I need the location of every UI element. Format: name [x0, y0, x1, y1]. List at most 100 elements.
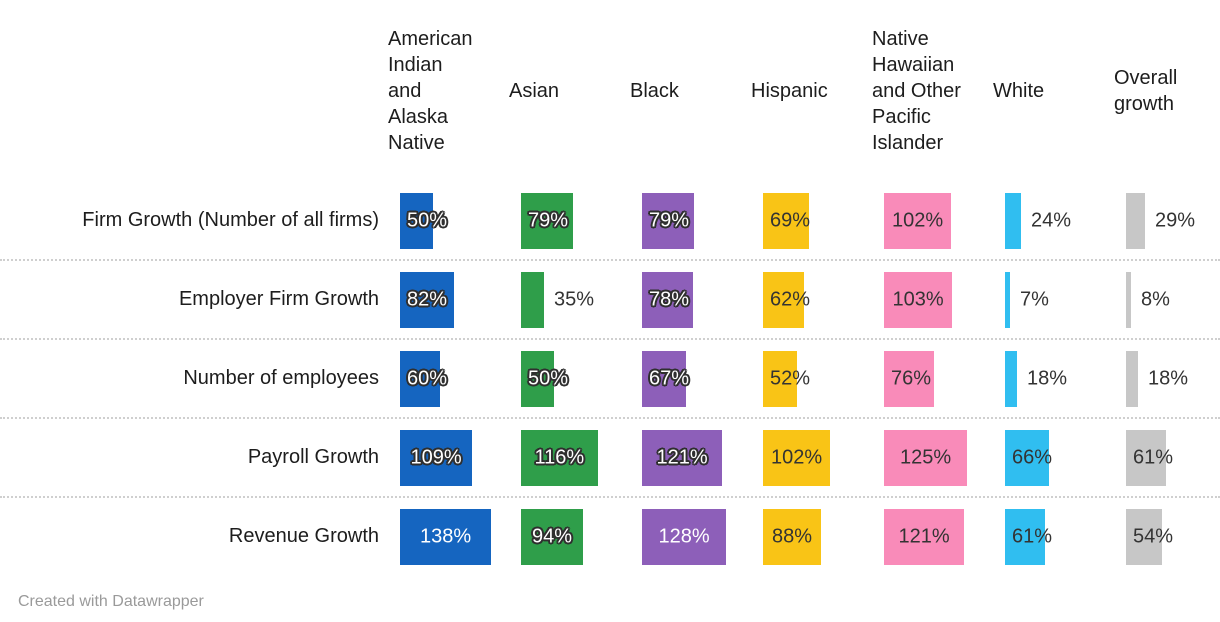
bar [763, 508, 821, 565]
bar-value-label: 116% [534, 446, 585, 468]
bar-value-label: 94% [532, 525, 573, 547]
bar [763, 192, 809, 249]
bar-value-label: 50% [407, 209, 448, 231]
table-row-revenue-growth: Revenue Growth 138% 94% 128% 88% 121% 61% 54% [0, 496, 1220, 575]
cell-native-hawaiian-and-other-pacific-islander: 102% [872, 182, 993, 259]
cell-overall-growth: 18% [1114, 340, 1220, 417]
cell-overall-growth: 8% [1114, 261, 1220, 338]
bar [1126, 429, 1166, 486]
bar [400, 271, 454, 328]
bar [763, 271, 804, 328]
cell-black: 79% [630, 182, 751, 259]
bar [884, 192, 951, 249]
column-header-american-indian-and-alaska-native: American Indian and Alaska Native [388, 26, 509, 156]
bar [400, 350, 440, 407]
bar [1126, 508, 1162, 565]
bar-value-label: 128% [658, 525, 710, 547]
bar [763, 350, 797, 407]
row-label: Firm Growth (Number of all firms) [82, 209, 379, 231]
bar-value-label: 62% [770, 288, 811, 310]
bar [1005, 429, 1049, 486]
cell-american-indian-and-alaska-native: 82% [388, 261, 509, 338]
bar [400, 429, 472, 486]
bar-value-label: 79% [649, 209, 690, 231]
bar [1126, 350, 1138, 407]
bar [521, 350, 554, 407]
row-label: Payroll Growth [247, 446, 379, 468]
bar-value-label: 61% [1012, 525, 1053, 547]
cell-overall-growth: 54% [1114, 498, 1220, 575]
bar [1005, 271, 1010, 328]
bar [642, 350, 686, 407]
bar-value-label: 76% [891, 367, 932, 389]
cell-asian: 94% [509, 498, 630, 575]
cell-black: 67% [630, 340, 751, 417]
bar-value-label: 50% [528, 367, 569, 389]
row-label: Revenue Growth [228, 525, 379, 547]
bar [400, 192, 433, 249]
bar [1126, 192, 1145, 249]
cell-overall-growth: 61% [1114, 419, 1220, 496]
cell-hispanic: 52% [751, 340, 872, 417]
bar [521, 192, 573, 249]
cell-hispanic: 62% [751, 261, 872, 338]
bar-value-label: 66% [1012, 446, 1053, 468]
bar-value-label: 60% [407, 367, 448, 389]
column-header-label: Asian [509, 80, 560, 102]
bar [521, 508, 583, 565]
column-header-row: American Indian and Alaska Native Asian Bl… [0, 0, 1220, 182]
bar [884, 429, 967, 486]
cell-asian: 35% [509, 261, 630, 338]
cell-asian: 79% [509, 182, 630, 259]
column-header-label: Hispanic [751, 80, 828, 102]
row-label: Number of employees [183, 367, 379, 389]
cell-hispanic: 69% [751, 182, 872, 259]
bar [642, 271, 693, 328]
bar-value-label: 29% [1155, 209, 1196, 231]
column-header-label: White [993, 80, 1045, 102]
cell-asian: 116% [509, 419, 630, 496]
bar-value-label: 78% [649, 288, 690, 310]
cell-white: 18% [993, 340, 1114, 417]
datawrapper-credit: Created with Datawrapper [18, 593, 204, 610]
cell-american-indian-and-alaska-native: 109% [388, 419, 509, 496]
bar-value-label: 79% [528, 209, 569, 231]
column-header-overall-growth: Overall growth [1114, 65, 1220, 117]
bar-value-label: 61% [1133, 446, 1174, 468]
bar-value-label: 18% [1148, 367, 1189, 389]
column-header-label: American Indian and Alaska Native [388, 28, 473, 154]
bar-value-label: 67% [649, 367, 690, 389]
bar-value-label: 18% [1027, 367, 1068, 389]
row-label: Employer Firm Growth [178, 288, 379, 310]
cell-black: 78% [630, 261, 751, 338]
cell-white: 7% [993, 261, 1114, 338]
bar-value-label: 54% [1133, 525, 1174, 547]
column-header-native-hawaiian-and-other-pacific-islander: Native Hawaiian and Other Pacific Island… [872, 26, 993, 156]
bar [642, 508, 726, 565]
cell-native-hawaiian-and-other-pacific-islander: 125% [872, 419, 993, 496]
column-header-label: Black [630, 80, 679, 102]
cell-white: 61% [993, 498, 1114, 575]
bar [884, 271, 952, 328]
table-row-payroll-growth: Payroll Growth 109% 116% 121% 102% 125% 66% 61% [0, 417, 1220, 496]
column-header-white: White [993, 78, 1114, 104]
column-header-asian: Asian [509, 78, 630, 104]
bar [521, 429, 598, 486]
bar [1126, 271, 1131, 328]
cell-white: 66% [993, 419, 1114, 496]
bar-value-label: 121% [656, 446, 708, 468]
bar [400, 508, 491, 565]
bar-value-label: 121% [898, 525, 950, 547]
bar [1005, 192, 1021, 249]
bar [1005, 350, 1017, 407]
bar [884, 508, 964, 565]
cell-asian: 50% [509, 340, 630, 417]
cell-american-indian-and-alaska-native: 138% [388, 498, 509, 575]
bar [884, 350, 934, 407]
bar-value-label: 52% [770, 367, 811, 389]
table-row-number-of-employees: Number of employees 60% 50% 67% 52% 76% 18% 18% [0, 338, 1220, 417]
cell-hispanic: 88% [751, 498, 872, 575]
cell-american-indian-and-alaska-native: 60% [388, 340, 509, 417]
cell-hispanic: 102% [751, 419, 872, 496]
